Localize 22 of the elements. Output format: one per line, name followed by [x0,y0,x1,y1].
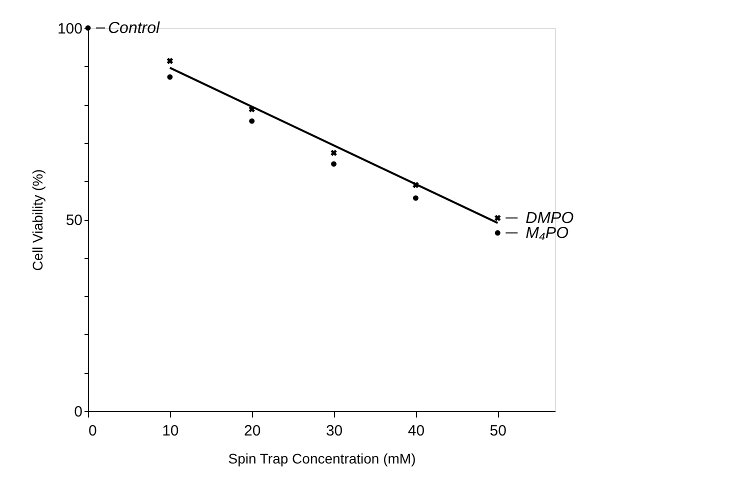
point [167,74,173,80]
x-tick-label: 50 [490,422,506,440]
x-tick-label: 10 [162,422,179,440]
point [412,195,418,201]
y-tick-label: 0 [74,404,82,420]
point [330,150,337,156]
point [331,161,337,167]
point [249,118,255,124]
x-tick-label: 30 [326,422,343,440]
point [494,230,500,236]
y-tick-label: 100 [57,20,82,38]
x-tick-label: 0 [88,422,97,440]
y-tick-label: 50 [66,212,82,229]
legend-label: M₄PO [526,224,569,242]
x-tick-label: 40 [408,422,425,440]
legend-label: DMPO [526,210,574,227]
x-axis-title: Spin Trap Concentration (mM) [228,450,416,466]
point [166,58,174,64]
point [494,214,501,222]
x-tick-label: 20 [244,422,261,440]
y-axis-title: Cell Viability (%) [29,169,46,271]
legend-label: Control [108,20,160,37]
